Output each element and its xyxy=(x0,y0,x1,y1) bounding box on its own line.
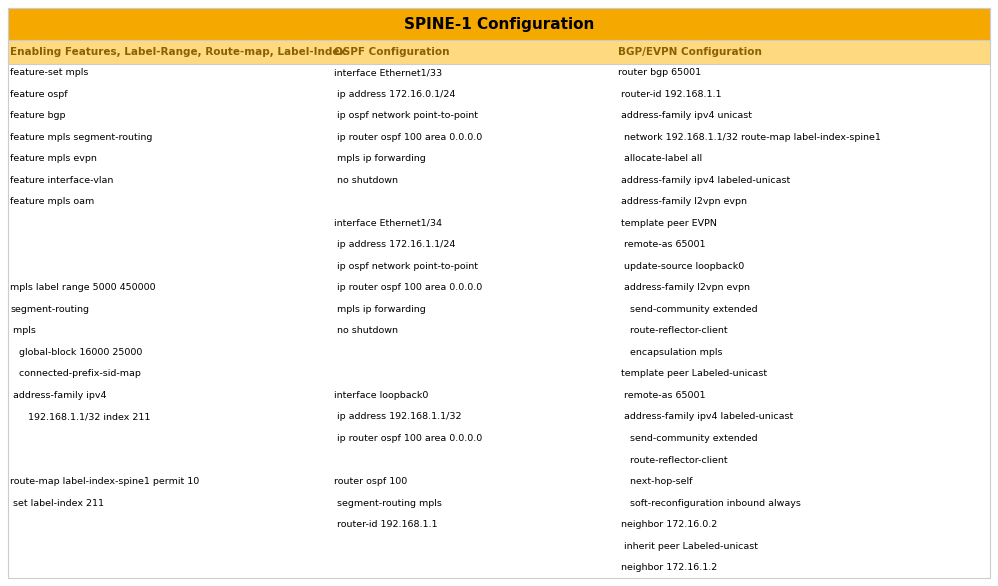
Text: interface Ethernet1/33: interface Ethernet1/33 xyxy=(334,68,442,77)
Text: remote-as 65001: remote-as 65001 xyxy=(618,391,706,400)
Text: soft-reconfiguration inbound always: soft-reconfiguration inbound always xyxy=(618,499,800,507)
Text: router-id 192.168.1.1: router-id 192.168.1.1 xyxy=(334,520,437,529)
Text: mpls: mpls xyxy=(10,326,36,335)
Text: feature interface-vlan: feature interface-vlan xyxy=(10,176,114,185)
Text: set label-index 211: set label-index 211 xyxy=(10,499,104,507)
Text: template peer EVPN: template peer EVPN xyxy=(618,219,717,228)
Text: router-id 192.168.1.1: router-id 192.168.1.1 xyxy=(618,90,722,98)
Text: feature mpls segment-routing: feature mpls segment-routing xyxy=(10,132,153,142)
Text: ip ospf network point-to-point: ip ospf network point-to-point xyxy=(334,262,478,271)
Text: template peer Labeled-unicast: template peer Labeled-unicast xyxy=(618,369,766,379)
Text: network 192.168.1.1/32 route-map label-index-spine1: network 192.168.1.1/32 route-map label-i… xyxy=(618,132,880,142)
Text: BGP/EVPN Configuration: BGP/EVPN Configuration xyxy=(618,47,761,57)
Text: send-community extended: send-community extended xyxy=(618,305,757,314)
Text: ip router ospf 100 area 0.0.0.0: ip router ospf 100 area 0.0.0.0 xyxy=(334,283,482,292)
Text: connected-prefix-sid-map: connected-prefix-sid-map xyxy=(10,369,141,379)
Text: ip address 172.16.0.1/24: ip address 172.16.0.1/24 xyxy=(334,90,455,98)
Text: feature bgp: feature bgp xyxy=(10,111,66,120)
Text: remote-as 65001: remote-as 65001 xyxy=(618,240,706,249)
Text: mpls ip forwarding: mpls ip forwarding xyxy=(334,154,426,163)
Text: SPINE-1 Configuration: SPINE-1 Configuration xyxy=(404,16,594,32)
Text: neighbor 172.16.0.2: neighbor 172.16.0.2 xyxy=(618,520,718,529)
Text: neighbor 172.16.1.2: neighbor 172.16.1.2 xyxy=(618,563,718,572)
Text: send-community extended: send-community extended xyxy=(618,434,757,443)
Text: ip address 172.16.1.1/24: ip address 172.16.1.1/24 xyxy=(334,240,455,249)
Bar xyxy=(8,40,990,64)
Text: feature ospf: feature ospf xyxy=(10,90,68,98)
Text: address-family ipv4: address-family ipv4 xyxy=(10,391,107,400)
Text: ip router ospf 100 area 0.0.0.0: ip router ospf 100 area 0.0.0.0 xyxy=(334,434,482,443)
Text: OSPF Configuration: OSPF Configuration xyxy=(334,47,449,57)
Text: router ospf 100: router ospf 100 xyxy=(334,477,407,486)
Text: ip address 192.168.1.1/32: ip address 192.168.1.1/32 xyxy=(334,413,461,421)
Text: route-reflector-client: route-reflector-client xyxy=(618,326,728,335)
Text: address-family ipv4 labeled-unicast: address-family ipv4 labeled-unicast xyxy=(618,413,793,421)
Bar xyxy=(8,8,990,40)
Text: feature mpls evpn: feature mpls evpn xyxy=(10,154,97,163)
Text: segment-routing mpls: segment-routing mpls xyxy=(334,499,442,507)
Text: segment-routing: segment-routing xyxy=(10,305,89,314)
Text: inherit peer Labeled-unicast: inherit peer Labeled-unicast xyxy=(618,541,757,551)
Text: address-family l2vpn evpn: address-family l2vpn evpn xyxy=(618,197,747,206)
Text: Enabling Features, Label-Range, Route-map, Label-Index: Enabling Features, Label-Range, Route-ma… xyxy=(10,47,346,57)
Text: address-family ipv4 unicast: address-family ipv4 unicast xyxy=(618,111,751,120)
Text: global-block 16000 25000: global-block 16000 25000 xyxy=(10,348,143,357)
Text: route-reflector-client: route-reflector-client xyxy=(618,455,728,465)
Text: ip ospf network point-to-point: ip ospf network point-to-point xyxy=(334,111,478,120)
Text: interface loopback0: interface loopback0 xyxy=(334,391,428,400)
Text: mpls ip forwarding: mpls ip forwarding xyxy=(334,305,426,314)
Text: no shutdown: no shutdown xyxy=(334,176,398,185)
Text: ip router ospf 100 area 0.0.0.0: ip router ospf 100 area 0.0.0.0 xyxy=(334,132,482,142)
Text: 192.168.1.1/32 index 211: 192.168.1.1/32 index 211 xyxy=(10,413,151,421)
Text: feature mpls oam: feature mpls oam xyxy=(10,197,94,206)
Text: route-map label-index-spine1 permit 10: route-map label-index-spine1 permit 10 xyxy=(10,477,200,486)
Text: allocate-label all: allocate-label all xyxy=(618,154,702,163)
Text: next-hop-self: next-hop-self xyxy=(618,477,693,486)
Text: router bgp 65001: router bgp 65001 xyxy=(618,68,701,77)
Text: address-family ipv4 labeled-unicast: address-family ipv4 labeled-unicast xyxy=(618,176,790,185)
Text: feature-set mpls: feature-set mpls xyxy=(10,68,89,77)
Text: encapsulation mpls: encapsulation mpls xyxy=(618,348,723,357)
Text: update-source loopback0: update-source loopback0 xyxy=(618,262,745,271)
Text: interface Ethernet1/34: interface Ethernet1/34 xyxy=(334,219,442,228)
Text: no shutdown: no shutdown xyxy=(334,326,398,335)
Text: address-family l2vpn evpn: address-family l2vpn evpn xyxy=(618,283,749,292)
Text: mpls label range 5000 450000: mpls label range 5000 450000 xyxy=(10,283,156,292)
